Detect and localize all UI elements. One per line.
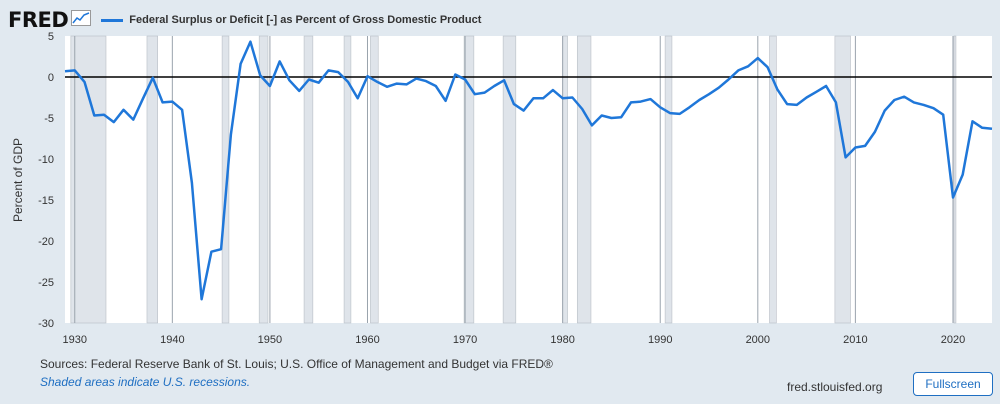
y-axis-label: Percent of GDP: [11, 138, 25, 222]
x-tick-label: 1950: [258, 334, 282, 346]
chart-legend: Federal Surplus or Deficit [-] as Percen…: [101, 14, 481, 26]
x-tick-label: 1970: [453, 334, 477, 346]
x-tick-label: 1960: [355, 334, 379, 346]
y-tick-label: -30: [38, 318, 54, 330]
y-tick-label: -15: [38, 195, 54, 207]
x-grid: [74, 36, 954, 323]
site-link[interactable]: fred.stlouisfed.org: [787, 380, 883, 394]
recession-band: [562, 35, 568, 324]
sources-text: Sources: Federal Reserve Bank of St. Lou…: [40, 357, 553, 371]
fullscreen-label: Fullscreen: [925, 377, 981, 391]
y-tick-labels: 5 0 -5 -10 -15 -20 -25 -30: [38, 31, 54, 330]
y-tick-label: -20: [38, 236, 54, 248]
recession-band: [146, 35, 158, 324]
plot-background: [65, 36, 992, 323]
recession-band: [576, 35, 592, 324]
x-tick-label: 1990: [648, 334, 672, 346]
recession-band: [463, 35, 475, 324]
recession-band: [502, 35, 517, 324]
recession-band: [343, 35, 352, 324]
recession-band: [769, 35, 777, 324]
recession-band: [258, 35, 269, 324]
x-tick-label: 1930: [63, 334, 87, 346]
chart-header: FRED Federal Surplus or Deficit [-] as P…: [8, 6, 481, 34]
x-tick-label: 1940: [160, 334, 184, 346]
legend-series-label: Federal Surplus or Deficit [-] as Percen…: [129, 14, 482, 26]
fullscreen-button[interactable]: Fullscreen: [913, 372, 993, 396]
y-tick-label: 0: [48, 72, 54, 84]
chart-line-icon: [71, 9, 92, 31]
recession-band: [834, 35, 851, 324]
y-tick-label: -10: [38, 154, 54, 166]
x-tick-label: 2000: [746, 334, 770, 346]
recession-band: [221, 35, 230, 324]
recession-band: [303, 35, 314, 324]
recession-band: [664, 35, 673, 324]
x-tick-label: 2010: [843, 334, 867, 346]
y-tick-label: -25: [38, 277, 54, 289]
y-tick-label: 5: [48, 31, 54, 43]
fred-logo[interactable]: FRED: [8, 8, 69, 32]
x-tick-labels: 1930 1940 1950 1960 1970 1980 1990 2000 2010 2020: [63, 334, 966, 346]
x-tick-label: 1980: [550, 334, 574, 346]
x-tick-label: 2020: [941, 334, 965, 346]
legend-swatch: [101, 18, 124, 22]
y-tick-label: -5: [44, 113, 54, 125]
series-line: [64, 40, 993, 301]
recession-note: Shaded areas indicate U.S. recessions.: [40, 375, 251, 389]
recession-band: [370, 35, 379, 324]
recession-band: [70, 35, 107, 324]
recession-band: [953, 35, 957, 324]
